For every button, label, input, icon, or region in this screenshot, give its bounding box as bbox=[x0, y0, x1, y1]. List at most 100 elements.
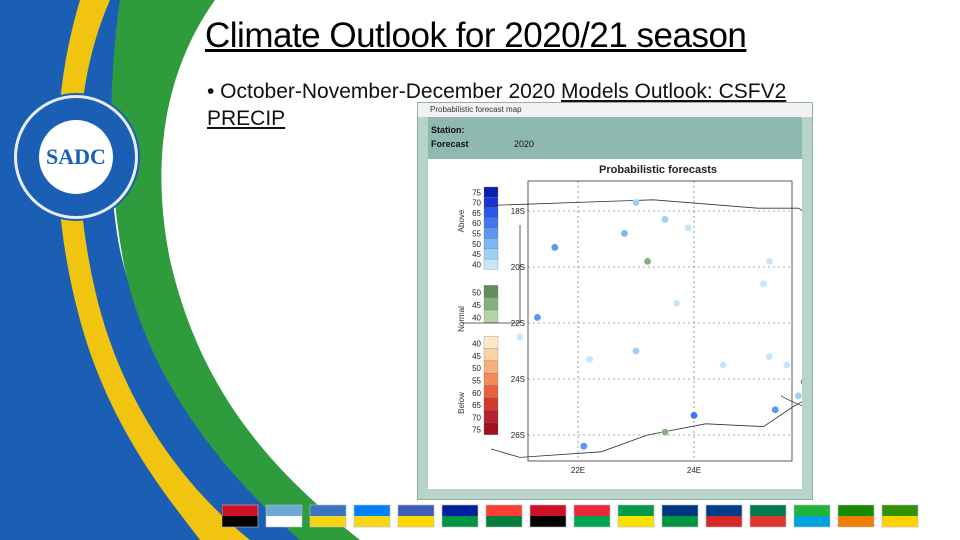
legend-tick: 70 bbox=[472, 199, 481, 208]
flag-band bbox=[838, 516, 874, 527]
flag-band bbox=[266, 516, 302, 527]
flag-band bbox=[486, 505, 522, 516]
legend-above-swatch bbox=[483, 217, 499, 229]
country-border bbox=[462, 225, 521, 324]
legend-tick: 75 bbox=[472, 188, 481, 197]
flag-seychelles bbox=[705, 504, 743, 528]
flag-band bbox=[398, 516, 434, 527]
station-marker bbox=[672, 299, 681, 308]
legend-normal-swatch bbox=[483, 309, 499, 323]
flag-botswana bbox=[265, 504, 303, 528]
bullet-text: • October-November-December 2020 bbox=[207, 80, 561, 103]
station-marker bbox=[551, 243, 559, 252]
legend-tick: 45 bbox=[472, 301, 481, 310]
flag-band bbox=[662, 516, 698, 527]
legend-category-label: Below bbox=[457, 392, 466, 414]
legend-above-swatch bbox=[483, 186, 499, 198]
flag-border bbox=[221, 504, 259, 528]
flag-band bbox=[266, 505, 302, 516]
lon-label: 24E bbox=[687, 466, 701, 475]
flag-tanzania bbox=[793, 504, 831, 528]
legend-below-swatch bbox=[483, 422, 499, 435]
station-label: Station: bbox=[431, 125, 465, 135]
legend-above-swatch bbox=[483, 238, 499, 249]
flag-band bbox=[530, 505, 566, 516]
forecast-label: Forecast bbox=[431, 139, 469, 149]
legend-tick: 45 bbox=[472, 352, 481, 361]
flag-border bbox=[705, 504, 743, 528]
flag-border bbox=[617, 504, 655, 528]
legend-tick: 55 bbox=[472, 230, 481, 239]
legend-above-swatch bbox=[483, 258, 499, 270]
flag-dr-congo bbox=[353, 504, 391, 528]
flag-band bbox=[750, 516, 786, 527]
legend-tick: 50 bbox=[472, 240, 481, 249]
legend-category-label: Normal bbox=[457, 306, 466, 332]
legend-tick: 75 bbox=[472, 426, 481, 435]
flag-band bbox=[222, 516, 258, 527]
flag-border bbox=[793, 504, 831, 528]
flag-band bbox=[882, 516, 918, 527]
legend-below-swatch bbox=[483, 373, 499, 386]
station-marker bbox=[765, 257, 774, 266]
flag-border bbox=[573, 504, 611, 528]
flag-mauritius bbox=[573, 504, 611, 528]
flag-band bbox=[618, 516, 654, 527]
legend-tick: 50 bbox=[472, 364, 481, 373]
legend-tick: 45 bbox=[472, 250, 481, 259]
flag-band bbox=[882, 505, 918, 516]
plot-frame bbox=[527, 180, 793, 462]
station-marker bbox=[579, 442, 588, 451]
legend-below-swatch bbox=[483, 397, 499, 411]
lon-label: 22E bbox=[571, 466, 585, 475]
legend-above-swatch bbox=[483, 207, 499, 219]
legend-below-swatch bbox=[483, 336, 499, 349]
flag-band bbox=[794, 516, 830, 527]
sadc-logo: SADC bbox=[14, 95, 138, 219]
flag-south-africa bbox=[749, 504, 787, 528]
sadc-logo-text: SADC bbox=[39, 120, 113, 194]
flag-band bbox=[310, 505, 346, 516]
member-flags-strip bbox=[221, 504, 942, 528]
flag-comoros bbox=[309, 504, 347, 528]
flag-border bbox=[881, 504, 919, 528]
legend-below-swatch bbox=[483, 385, 499, 398]
station-marker bbox=[719, 361, 727, 369]
station-marker bbox=[620, 229, 629, 238]
station-marker bbox=[782, 361, 791, 369]
flag-border bbox=[397, 504, 435, 528]
probabilistic-forecast-map: Probabilistic forecasts75706560555045405… bbox=[457, 164, 960, 475]
member-flags bbox=[221, 504, 919, 528]
flag-border bbox=[353, 504, 391, 528]
window-titlebar: Probabilistic forecast map bbox=[418, 103, 812, 117]
flag-namibia bbox=[661, 504, 699, 528]
flag-band bbox=[706, 516, 742, 527]
flag-border bbox=[441, 504, 479, 528]
flag-border bbox=[485, 504, 523, 528]
station-marker bbox=[759, 280, 768, 288]
station-marker bbox=[800, 377, 809, 386]
legend-category-label: Above bbox=[457, 209, 466, 232]
flag-band bbox=[442, 505, 478, 516]
legend-below-swatch bbox=[483, 409, 499, 423]
flag-lesotho bbox=[441, 504, 479, 528]
flag-band bbox=[706, 505, 742, 516]
legend-below-swatch bbox=[483, 348, 499, 362]
flag-border bbox=[661, 504, 699, 528]
flag-band bbox=[662, 505, 698, 516]
legend-tick: 60 bbox=[472, 389, 481, 398]
flag-madagascar bbox=[485, 504, 523, 528]
station-marker bbox=[516, 333, 524, 341]
slide-bullet: • October-November-December 2020 Models … bbox=[207, 78, 847, 132]
station-marker bbox=[690, 411, 698, 420]
forecast-map-window: Probabilistic forecast map Station: Fore… bbox=[417, 102, 960, 500]
flag-band bbox=[398, 505, 434, 516]
flag-zimbabwe bbox=[881, 504, 919, 528]
flag-band bbox=[310, 516, 346, 527]
legend-tick: 60 bbox=[472, 219, 481, 228]
slide-title: Climate Outlook for 2020/21 season bbox=[205, 16, 747, 55]
lat-label: 20S bbox=[511, 263, 525, 272]
flag-band bbox=[222, 505, 258, 516]
flag-eswatini bbox=[397, 504, 435, 528]
legend-tick: 40 bbox=[472, 260, 481, 269]
